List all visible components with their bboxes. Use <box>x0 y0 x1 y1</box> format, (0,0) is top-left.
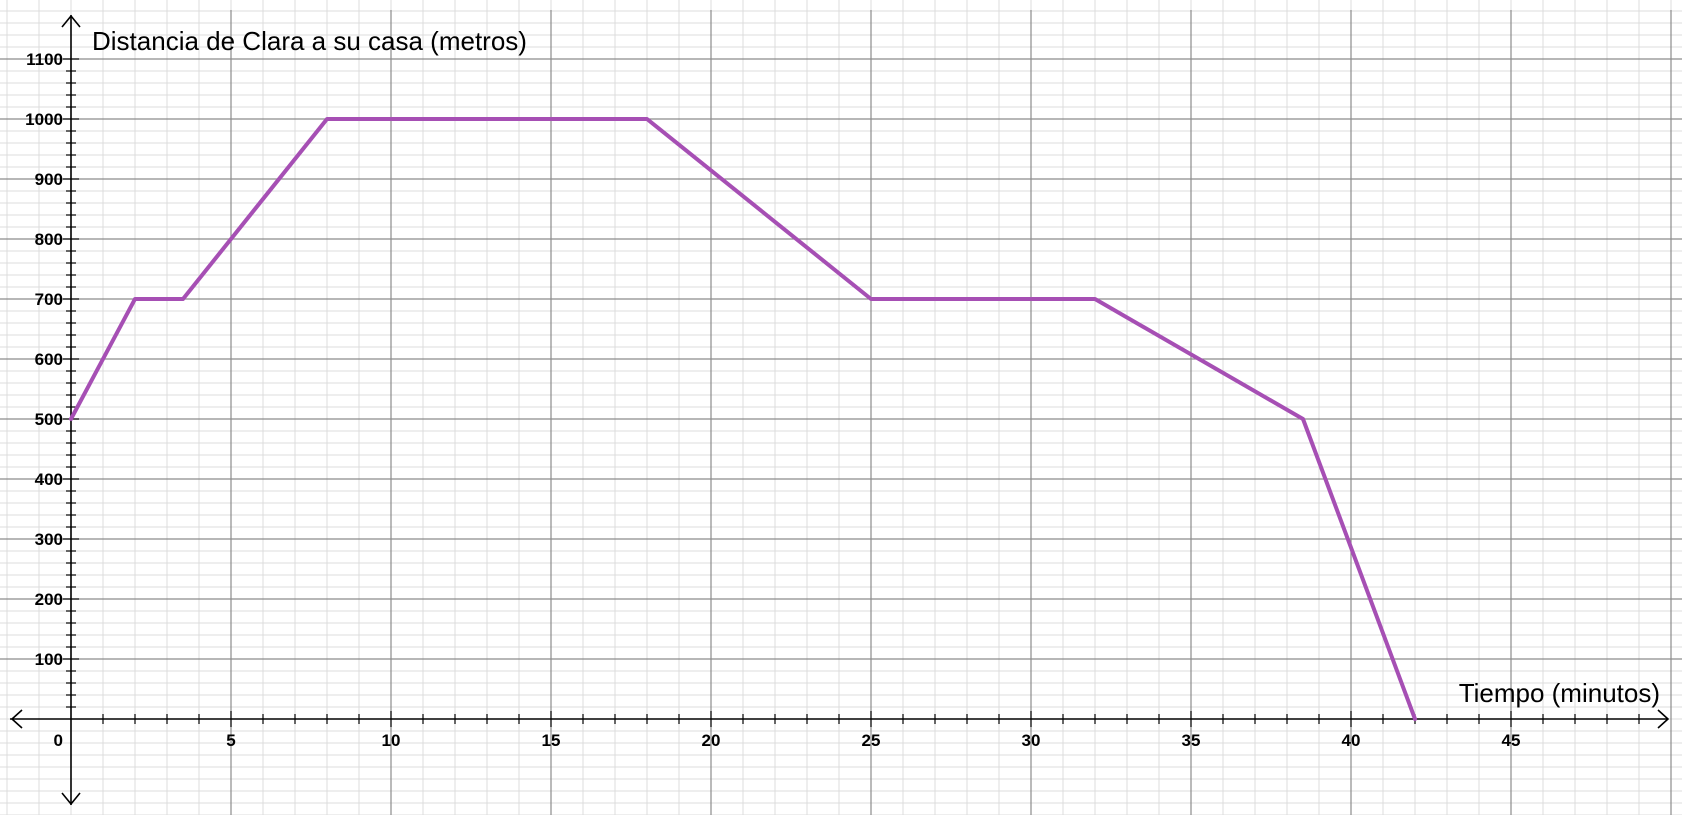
y-tick-label: 400 <box>35 470 63 489</box>
x-tick-label: 10 <box>382 731 401 750</box>
y-axis-up-arrow-icon <box>61 14 81 28</box>
x-tick-label: 5 <box>226 731 235 750</box>
x-axis-left-arrow-icon <box>10 709 23 729</box>
y-tick-label: 700 <box>35 290 63 309</box>
y-axis-down-arrow-icon <box>61 792 81 806</box>
major-grid <box>0 10 1682 815</box>
x-tick-label: 35 <box>1182 731 1201 750</box>
series-group <box>69 117 1417 721</box>
x-tick-labels: 0 5 10 15 20 25 30 35 40 45 <box>54 731 1521 750</box>
y-tick-label: 1100 <box>26 50 63 69</box>
y-tick-label: 800 <box>35 230 63 249</box>
y-tick-label: 600 <box>35 350 63 369</box>
y-tick-label: 100 <box>35 650 63 669</box>
y-tick-label: 500 <box>35 410 63 429</box>
x-tick-label: 20 <box>702 731 721 750</box>
y-tick-labels: 100 200 300 400 500 600 700 800 900 1000 1100 <box>25 50 63 669</box>
x-tick-label: 30 <box>1022 731 1041 750</box>
tick-marks <box>63 58 1640 727</box>
x-axis-right-arrow-icon <box>1657 709 1670 729</box>
x-tick-label: 0 <box>54 731 63 750</box>
x-tick-label: 45 <box>1502 731 1521 750</box>
x-axis-label: Tiempo (minutos) <box>1459 678 1660 708</box>
y-tick-label: 1000 <box>25 110 63 129</box>
x-tick-label: 25 <box>862 731 881 750</box>
series-line <box>69 117 1417 721</box>
x-tick-label: 40 <box>1342 731 1361 750</box>
y-tick-label: 300 <box>35 530 63 549</box>
y-tick-label: 200 <box>35 590 63 609</box>
x-tick-label: 15 <box>542 731 561 750</box>
y-axis-label: Distancia de Clara a su casa (metros) <box>92 26 527 56</box>
y-tick-label: 900 <box>35 170 63 189</box>
